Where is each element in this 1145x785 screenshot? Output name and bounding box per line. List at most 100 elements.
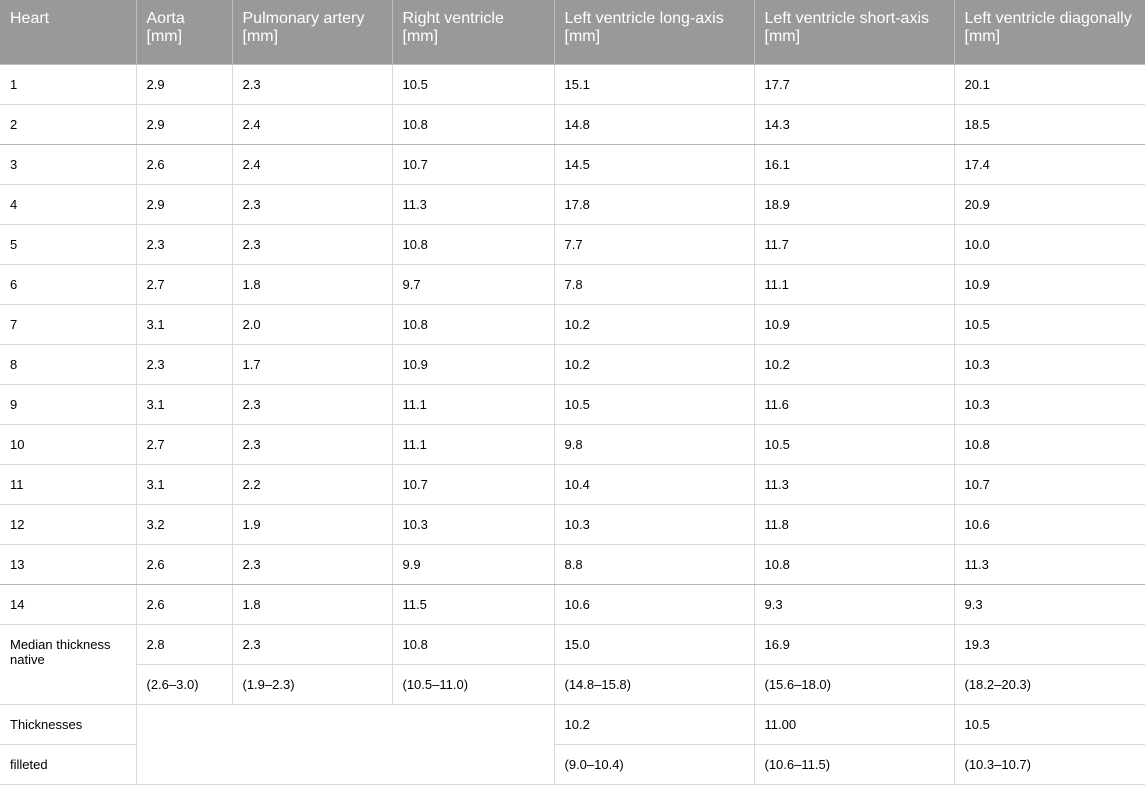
cell: 5: [0, 225, 136, 265]
median-row-ranges: (2.6–3.0) (1.9–2.3) (10.5–11.0) (14.8–15…: [0, 665, 1145, 705]
table-header-row: Heart Aorta [mm] Pulmonary artery [mm] R…: [0, 0, 1145, 65]
col-header: Left ventricle long-axis [mm]: [554, 0, 754, 65]
cell: 11.3: [392, 185, 554, 225]
cell: 13: [0, 545, 136, 585]
table-row: 7 3.1 2.0 10.8 10.2 10.9 10.5: [0, 305, 1145, 345]
cell: 10.8: [392, 305, 554, 345]
cell: 2.3: [232, 185, 392, 225]
cell: 10.0: [954, 225, 1145, 265]
cell: (9.0–10.4): [554, 745, 754, 785]
cell: 15.1: [554, 65, 754, 105]
cell: 10.8: [392, 625, 554, 665]
col-header: Right ventricle [mm]: [392, 0, 554, 65]
cell: 10.3: [954, 345, 1145, 385]
cell: 2.3: [232, 65, 392, 105]
cell: 1.7: [232, 345, 392, 385]
cell: (10.3–10.7): [954, 745, 1145, 785]
cell: 2.7: [136, 425, 232, 465]
cell: 3: [0, 145, 136, 185]
col-header: Aorta [mm]: [136, 0, 232, 65]
table-row: 14 2.6 1.8 11.5 10.6 9.3 9.3: [0, 585, 1145, 625]
cell: 10.5: [392, 65, 554, 105]
table-row: 5 2.3 2.3 10.8 7.7 11.7 10.0: [0, 225, 1145, 265]
cell: 14.8: [554, 105, 754, 145]
cell: 17.4: [954, 145, 1145, 185]
cell: 10.7: [954, 465, 1145, 505]
table-row: 4 2.9 2.3 11.3 17.8 18.9 20.9: [0, 185, 1145, 225]
cell: 2: [0, 105, 136, 145]
filleted-row-values: Thicknesses 10.2 11.00 10.5: [0, 705, 1145, 745]
cell: 1.8: [232, 585, 392, 625]
col-header: Pulmonary artery [mm]: [232, 0, 392, 65]
cell: 6: [0, 265, 136, 305]
cell: 10.8: [754, 545, 954, 585]
cell: 2.9: [136, 65, 232, 105]
cell: 20.9: [954, 185, 1145, 225]
cell: 14: [0, 585, 136, 625]
cell: 15.0: [554, 625, 754, 665]
cell: 2.2: [232, 465, 392, 505]
col-header: Left ventricle diagonally [mm]: [954, 0, 1145, 65]
cell: 3.1: [136, 385, 232, 425]
cell: (18.2–20.3): [954, 665, 1145, 705]
table-row: 9 3.1 2.3 11.1 10.5 11.6 10.3: [0, 385, 1145, 425]
cell: 14.3: [754, 105, 954, 145]
cell: 2.4: [232, 105, 392, 145]
measurements-table: Heart Aorta [mm] Pulmonary artery [mm] R…: [0, 0, 1145, 785]
cell: 1.8: [232, 265, 392, 305]
cell: 11.7: [754, 225, 954, 265]
cell: (10.6–11.5): [754, 745, 954, 785]
cell: 2.0: [232, 305, 392, 345]
cell: 16.1: [754, 145, 954, 185]
cell: 10.4: [554, 465, 754, 505]
cell: 7.8: [554, 265, 754, 305]
filleted-label-bottom: filleted: [0, 745, 136, 785]
cell: 11.5: [392, 585, 554, 625]
cell: 2.9: [136, 185, 232, 225]
cell: 11.3: [954, 545, 1145, 585]
median-label: Median thickness native: [0, 625, 136, 705]
cell: 18.5: [954, 105, 1145, 145]
cell: 10.2: [554, 345, 754, 385]
cell: 10.6: [954, 505, 1145, 545]
cell: 10.5: [954, 305, 1145, 345]
cell: 9.7: [392, 265, 554, 305]
cell: 2.3: [232, 225, 392, 265]
cell: 11.6: [754, 385, 954, 425]
cell: 10.5: [754, 425, 954, 465]
cell: 8: [0, 345, 136, 385]
cell: 3.2: [136, 505, 232, 545]
cell: 10.9: [392, 345, 554, 385]
cell: 10.5: [954, 705, 1145, 745]
cell: 3.1: [136, 465, 232, 505]
cell: 2.3: [136, 225, 232, 265]
cell: 10.7: [392, 465, 554, 505]
col-header: Left ventricle short-axis [mm]: [754, 0, 954, 65]
table-body: 1 2.9 2.3 10.5 15.1 17.7 20.1 2 2.9 2.4 …: [0, 65, 1145, 785]
cell: 19.3: [954, 625, 1145, 665]
table-row: 11 3.1 2.2 10.7 10.4 11.3 10.7: [0, 465, 1145, 505]
cell: 2.9: [136, 105, 232, 145]
cell: 12: [0, 505, 136, 545]
cell: 10.9: [754, 305, 954, 345]
cell: 2.6: [136, 545, 232, 585]
cell: (15.6–18.0): [754, 665, 954, 705]
cell: 7: [0, 305, 136, 345]
cell: 16.9: [754, 625, 954, 665]
table-row: 10 2.7 2.3 11.1 9.8 10.5 10.8: [0, 425, 1145, 465]
table-row: 13 2.6 2.3 9.9 8.8 10.8 11.3: [0, 545, 1145, 585]
cell: 9.3: [954, 585, 1145, 625]
cell: 7.7: [554, 225, 754, 265]
cell: (1.9–2.3): [232, 665, 392, 705]
median-row-values: Median thickness native 2.8 2.3 10.8 15.…: [0, 625, 1145, 665]
cell: 2.8: [136, 625, 232, 665]
cell: 11.00: [754, 705, 954, 745]
filleted-label-top: Thicknesses: [0, 705, 136, 745]
table-row: 8 2.3 1.7 10.9 10.2 10.2 10.3: [0, 345, 1145, 385]
cell: 10.3: [392, 505, 554, 545]
cell: 2.6: [136, 145, 232, 185]
cell: 18.9: [754, 185, 954, 225]
cell: 2.3: [136, 345, 232, 385]
cell: 10.8: [392, 225, 554, 265]
cell: 2.7: [136, 265, 232, 305]
